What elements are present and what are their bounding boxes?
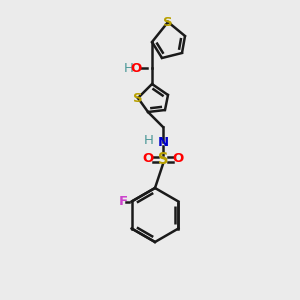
Text: S: S	[158, 152, 168, 166]
Text: H: H	[124, 61, 134, 74]
Text: O: O	[130, 61, 142, 74]
Text: O: O	[172, 152, 184, 166]
Text: H: H	[144, 134, 154, 148]
Text: S: S	[163, 16, 173, 28]
Text: N: N	[158, 136, 169, 148]
Text: F: F	[119, 195, 128, 208]
Text: S: S	[133, 92, 143, 104]
Text: O: O	[142, 152, 154, 166]
